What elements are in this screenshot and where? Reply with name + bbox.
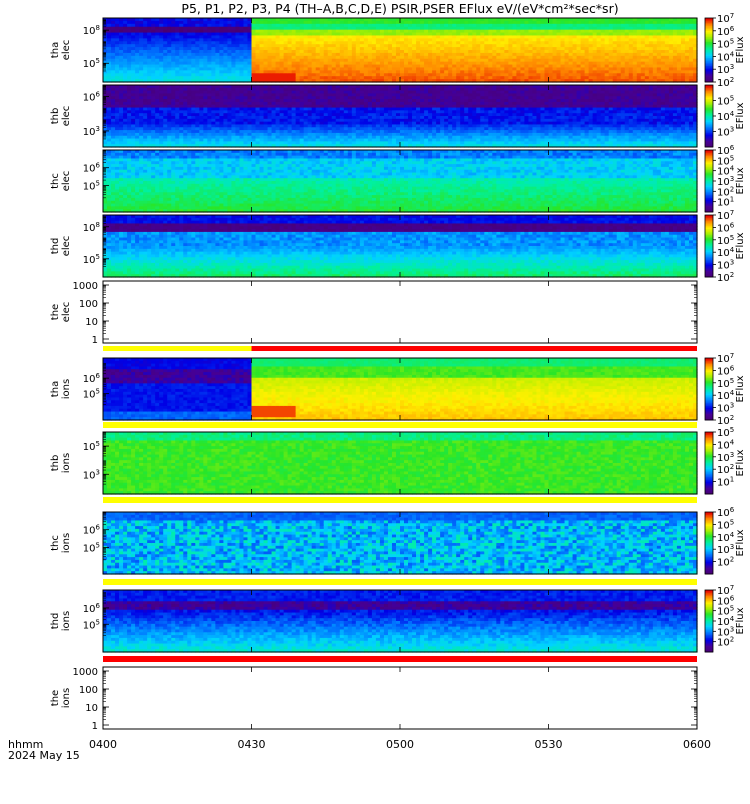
colorbar-tick-exponent: 6 xyxy=(730,25,735,33)
colorbar-tick-label: 107 xyxy=(717,12,734,25)
colorbar-tick-label: 106 xyxy=(717,25,735,38)
colorbar-tick-exponent: 4 xyxy=(730,50,735,58)
chart-title: P5, P1, P2, P3, P4 (TH–A,B,C,D,E) PSIR,P… xyxy=(181,1,618,16)
colorbar-tick-label: 104 xyxy=(717,50,735,63)
colorbar-tick-exponent: 7 xyxy=(730,12,734,20)
colorbar-tick-label: 105 xyxy=(717,38,734,51)
y-tick-exponent: 5 xyxy=(96,57,100,65)
colorbar-tick-exponent: 2 xyxy=(730,76,734,84)
spectrogram-tha-elec xyxy=(103,18,698,83)
colorbar-tick-exponent: 5 xyxy=(730,38,734,46)
y-tick-label: 108 xyxy=(83,24,100,37)
colorbar-tick-exponent: 3 xyxy=(730,63,734,71)
y-axis-label-species: elec xyxy=(61,40,72,61)
y-axis-label-probe: tha xyxy=(50,42,61,58)
y-tick-exponent: 8 xyxy=(96,24,100,32)
colorbar-tick-label: 103 xyxy=(717,63,734,76)
y-tick-label: 105 xyxy=(83,57,100,70)
colorbar-tick-label: 102 xyxy=(717,76,734,89)
figure-canvas: P5, P1, P2, P3, P4 (TH–A,B,C,D,E) PSIR,P… xyxy=(0,0,750,800)
spectrogram-figure: P5, P1, P2, P3, P4 (TH–A,B,C,D,E) PSIR,P… xyxy=(0,0,750,800)
spectrogram-thb-elec xyxy=(103,85,698,148)
colorbar-label: EFlux xyxy=(735,36,746,63)
